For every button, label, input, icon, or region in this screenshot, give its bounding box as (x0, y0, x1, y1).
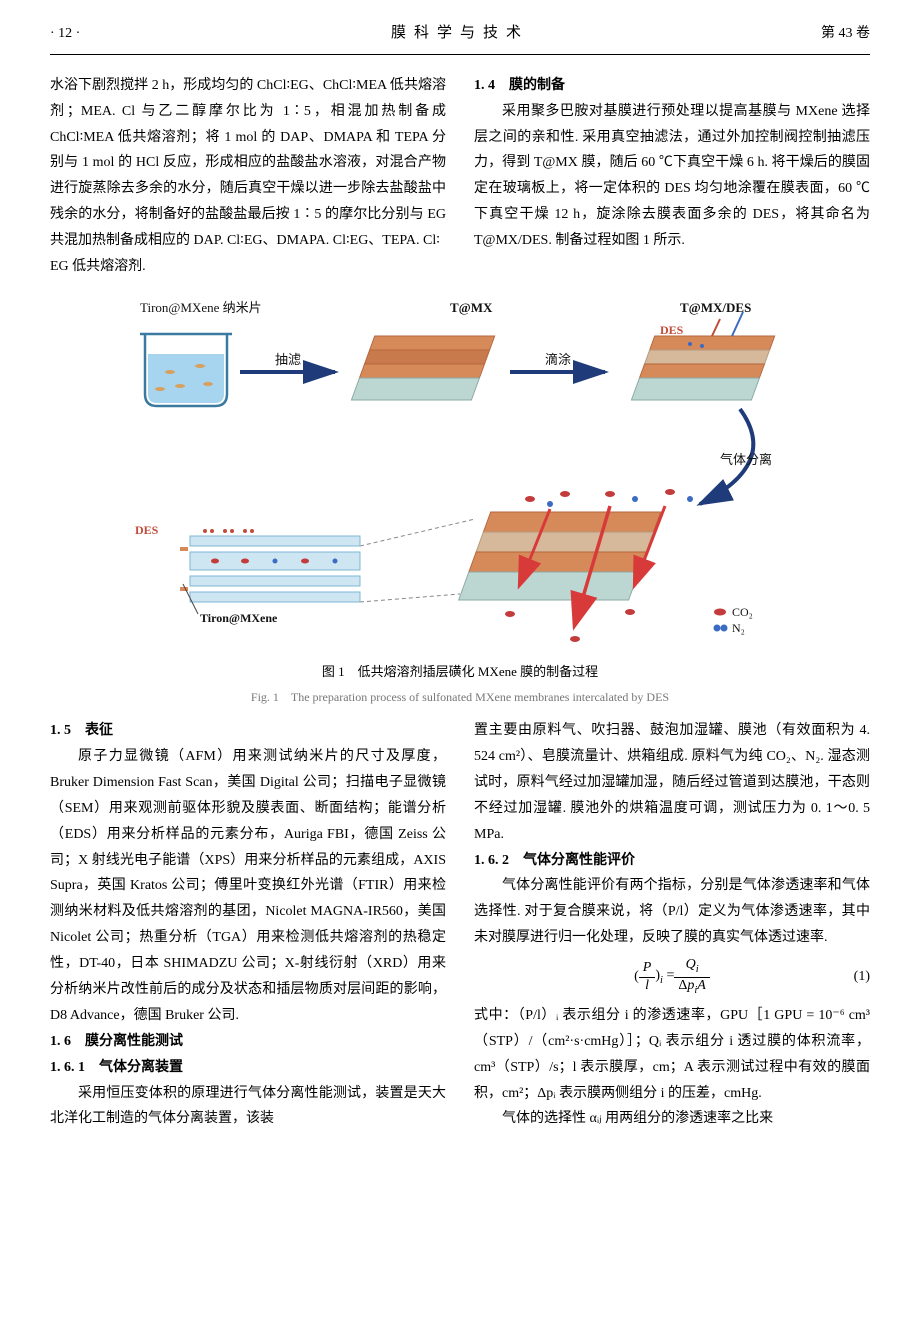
eq-1-number: (1) (854, 964, 870, 990)
fig-label-tmxdes: T@MX/DES (680, 300, 751, 315)
section-1-6-2-body-c: 气体的选择性 αᵢⱼ 用两组分的渗透速率之比来 (474, 1106, 870, 1132)
section-1-4-body: 采用聚多巴胺对基膜进行预处理以提高基膜与 MXene 选择层之间的亲和性. 采用… (474, 99, 870, 254)
fig-label-tmx: T@MX (450, 300, 493, 315)
layer-label-tiron: Tiron@MXene (200, 611, 278, 625)
section-1-6-1-head: 1. 6. 1 气体分离装置 (50, 1055, 446, 1081)
fig-label-des: DES (660, 323, 684, 337)
figure-1: Tiron@MXene 纳米片 T@MX T@MX/DES 抽滤 (50, 294, 870, 708)
figure-legend: CO₂ N₂ (714, 605, 753, 635)
section-1-4-head: 1. 4 膜的制备 (474, 73, 870, 99)
fig-label-filter: 抽滤 (275, 352, 301, 367)
page-number: · 12 · (50, 21, 170, 47)
equation-1: ( Pl )i = QiΔpiA (1) (474, 957, 870, 997)
bottom-text-block: 1. 5 表征 原子力显微镜（AFM）用来测试纳米片的尺寸及厚度，Bruker … (50, 718, 870, 1132)
page-header: · 12 · 膜科学与技术 第 43 卷 (50, 20, 870, 55)
tmx-membrane-icon (351, 336, 494, 400)
layer-label-des: DES (135, 523, 159, 537)
section-1-6-2-head: 1. 6. 2 气体分离性能评价 (474, 848, 870, 874)
section-1-6-1-body-a: 采用恒压变体积的原理进行气体分离性能测试，装置是天大北洋化工制造的气体分离装置，… (50, 1081, 446, 1133)
figure-1-caption-cn: 图 1 低共熔溶剂插层磺化 MXene 膜的制备过程 (50, 660, 870, 684)
section-1-6-2-body-b: 式中：（P/l）ᵢ 表示组分 i 的渗透速率，GPU［1 GPU = 10⁻⁶ … (474, 1003, 870, 1107)
tmxdes-membrane-icon: DES (631, 312, 774, 400)
section-1-5-head: 1. 5 表征 (50, 718, 446, 744)
gas-sep-membrane-icon (459, 489, 693, 642)
section-1-5-body: 原子力显微镜（AFM）用来测试纳米片的尺寸及厚度，Bruker Dimensio… (50, 744, 446, 1029)
para-top-right: EG 低共熔溶剂. (50, 254, 446, 280)
beaker-icon (140, 334, 232, 406)
layer-schematic-icon: DES Tiron@MXene (135, 523, 360, 625)
fig-label-tiron: Tiron@MXene 纳米片 (140, 300, 262, 315)
proj-line-1 (360, 519, 475, 546)
fig-label-gas-sep: 气体分离 (720, 452, 772, 467)
journal-title: 膜科学与技术 (170, 20, 750, 48)
proj-line-2 (360, 594, 460, 602)
top-text-block: 水浴下剧烈搅拌 2 h，形成均匀的 ChCl∶EG、ChCl∶MEA 低共熔溶剂… (50, 73, 870, 280)
figure-1-caption-en: Fig. 1 The preparation process of sulfon… (50, 686, 870, 708)
legend-co2: CO₂ (732, 605, 753, 619)
volume-label: 第 43 卷 (750, 21, 870, 47)
section-1-6-2-body-a: 气体分离性能评价有两个指标，分别是气体渗透速率和气体选择性. 对于复合膜来说，将… (474, 873, 870, 951)
para-top-left: 水浴下剧烈搅拌 2 h，形成均匀的 ChCl∶EG、ChCl∶MEA 低共熔溶剂… (50, 73, 446, 254)
section-1-6-head: 1. 6 膜分离性能测试 (50, 1029, 446, 1055)
figure-1-svg: Tiron@MXene 纳米片 T@MX T@MX/DES 抽滤 (80, 294, 840, 654)
fig-label-coat: 滴涂 (545, 352, 571, 367)
section-1-6-1-body-b: 置主要由原料气、吹扫器、鼓泡加湿罐、膜池（有效面积为 4. 524 cm²）、皂… (474, 718, 870, 847)
legend-n2: N₂ (732, 621, 745, 635)
